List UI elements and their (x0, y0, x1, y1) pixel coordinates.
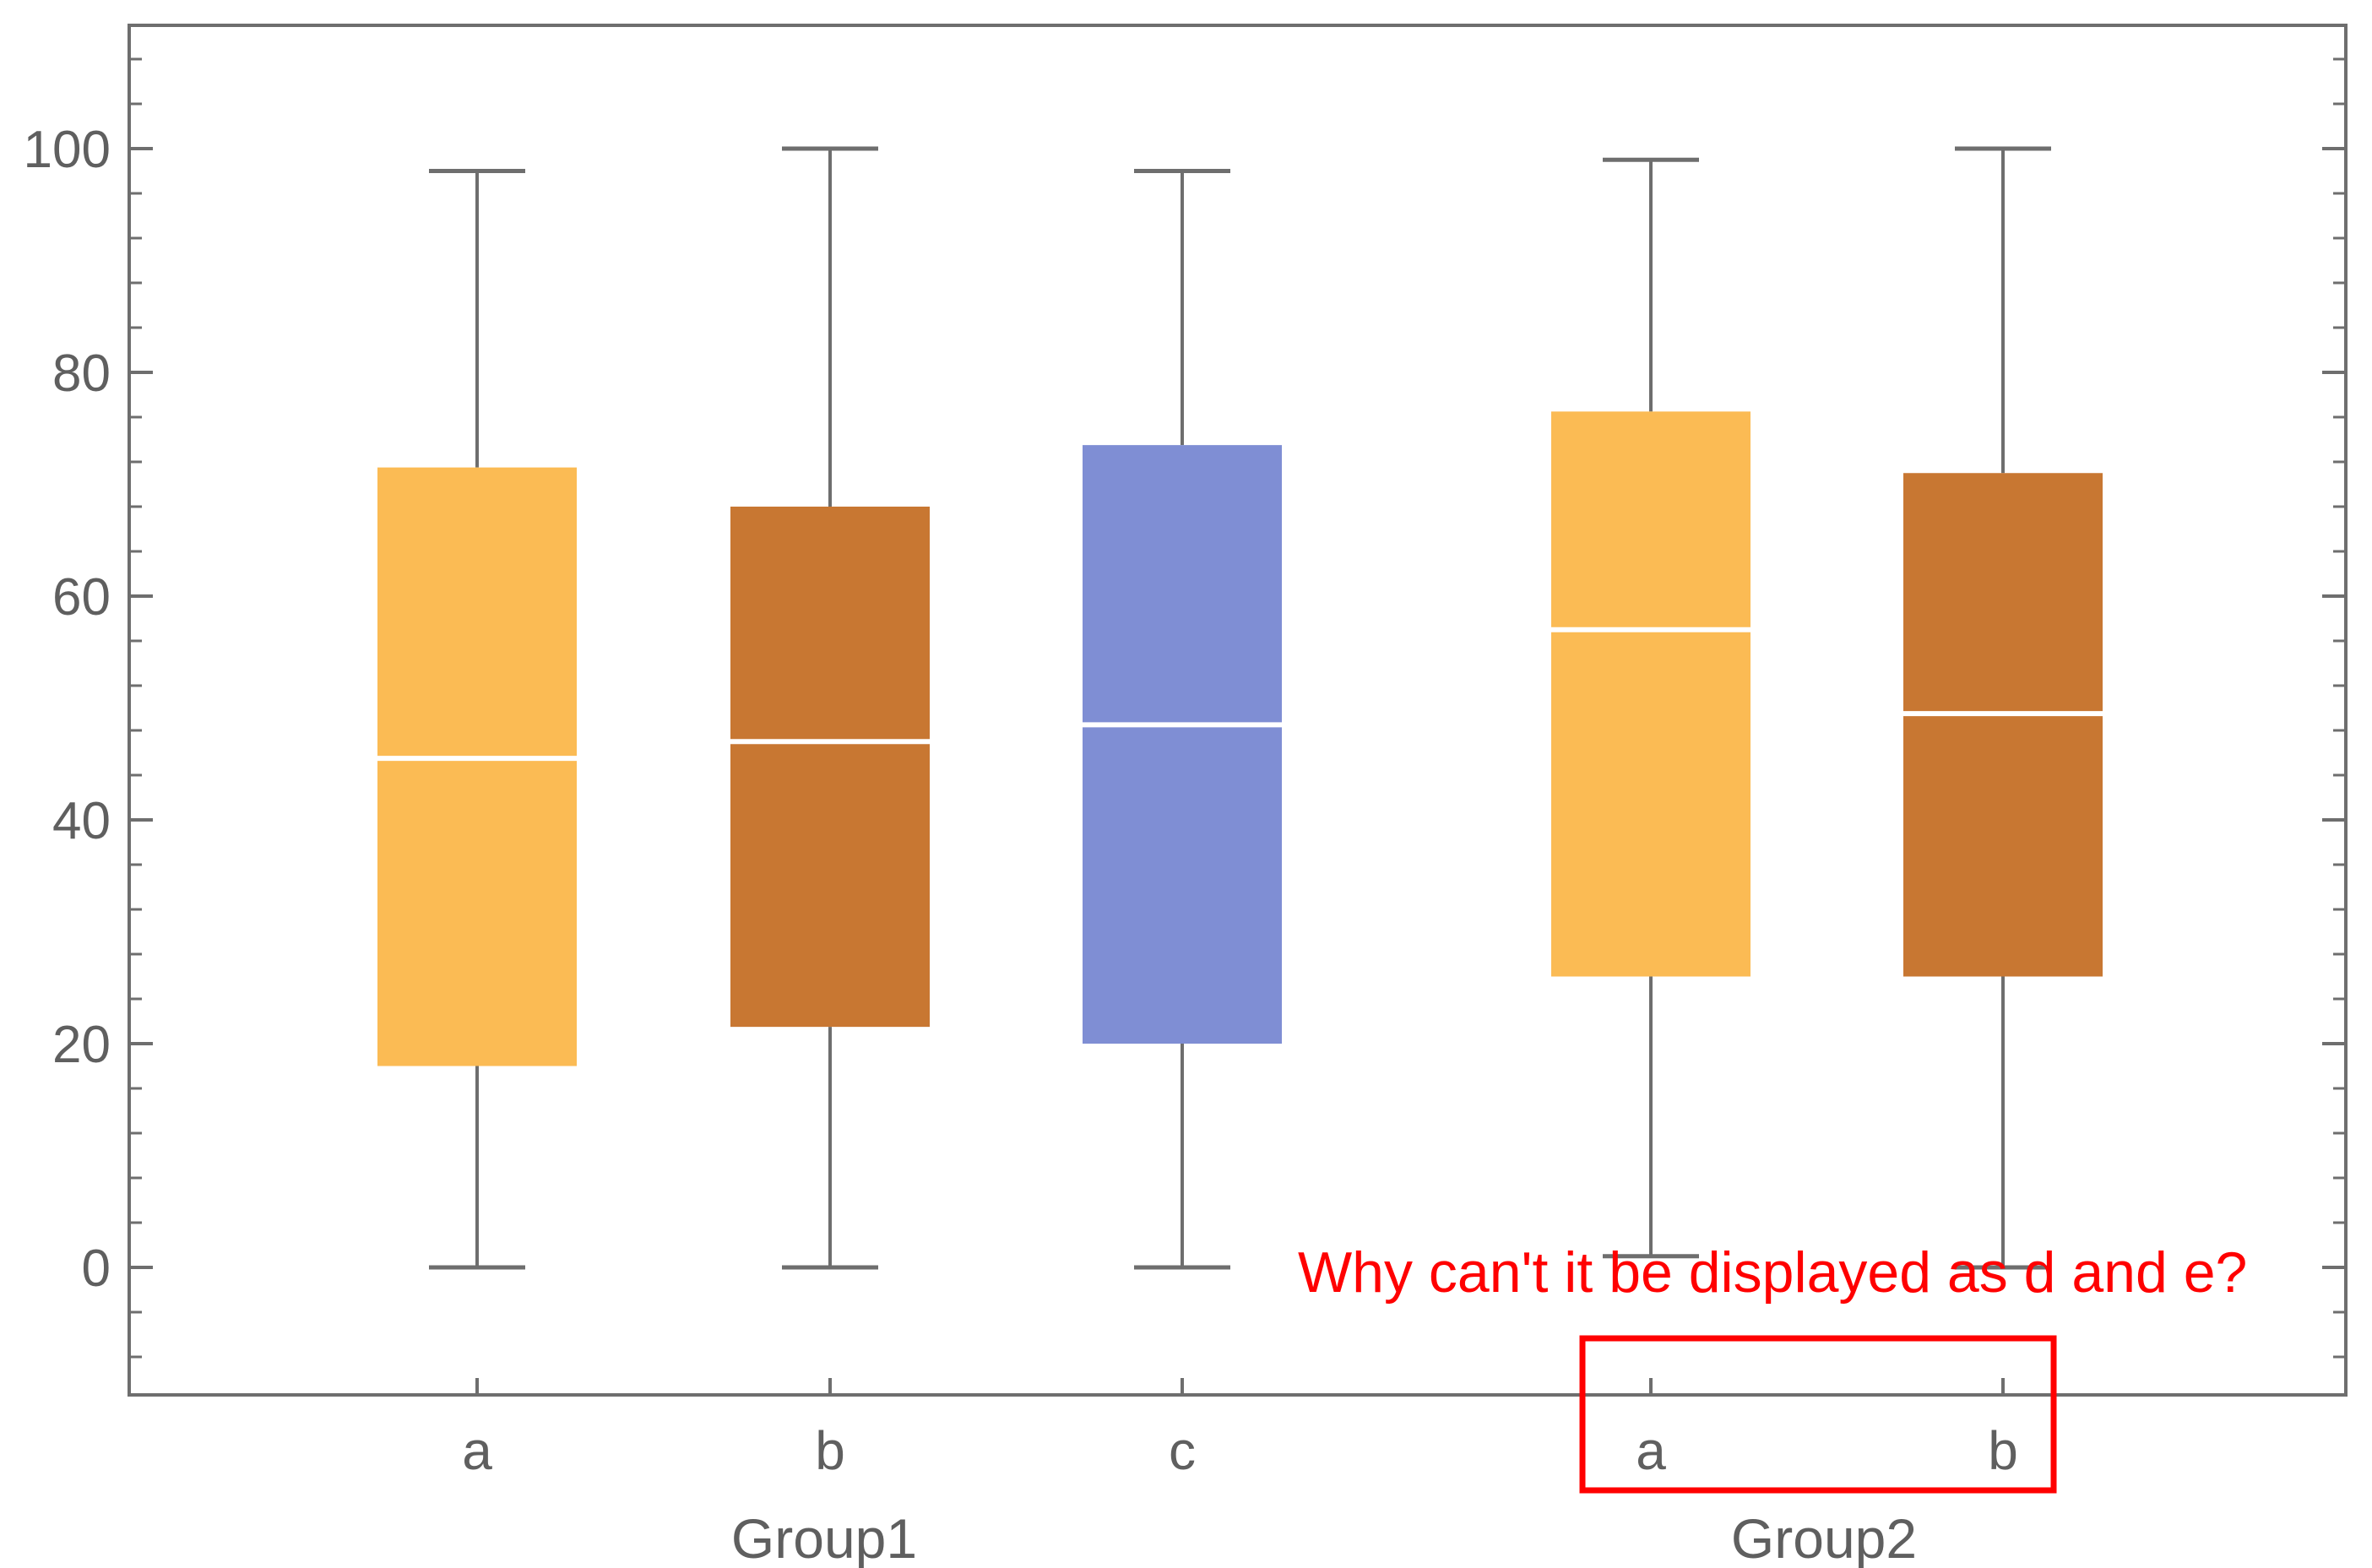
y-tick-label: 0 (82, 1240, 111, 1298)
y-tick-label: 100 (24, 121, 111, 179)
x-category-label: c (1169, 1420, 1196, 1481)
iqr-box (377, 467, 577, 1066)
y-tick-label: 40 (52, 792, 111, 850)
x-category-label: a (462, 1420, 492, 1481)
annotation-text: Why can't it be displayed as d and e? (1298, 1240, 2247, 1305)
x-group-label: Group2 (1731, 1507, 1917, 1568)
x-category-label: a (1636, 1420, 1666, 1481)
iqr-box (1903, 473, 2103, 977)
x-group-label: Group1 (731, 1507, 917, 1568)
iqr-box (730, 507, 930, 1028)
iqr-box (1551, 411, 1751, 977)
axis-ticks (129, 57, 2346, 1395)
y-tick-label: 20 (52, 1016, 111, 1074)
box-series (377, 146, 2103, 1270)
y-tick-label: 80 (52, 345, 111, 403)
x-category-label: b (1988, 1420, 2018, 1481)
plot-frame (128, 24, 2348, 1397)
iqr-box (1083, 445, 1282, 1044)
annotation-highlight-box (1579, 1335, 2057, 1494)
y-tick-label: 60 (52, 568, 111, 627)
axis-labels: 0 20 40 60 80 100 a b c Group1 a b Group2 (24, 121, 2018, 1568)
x-category-label: b (815, 1420, 845, 1481)
